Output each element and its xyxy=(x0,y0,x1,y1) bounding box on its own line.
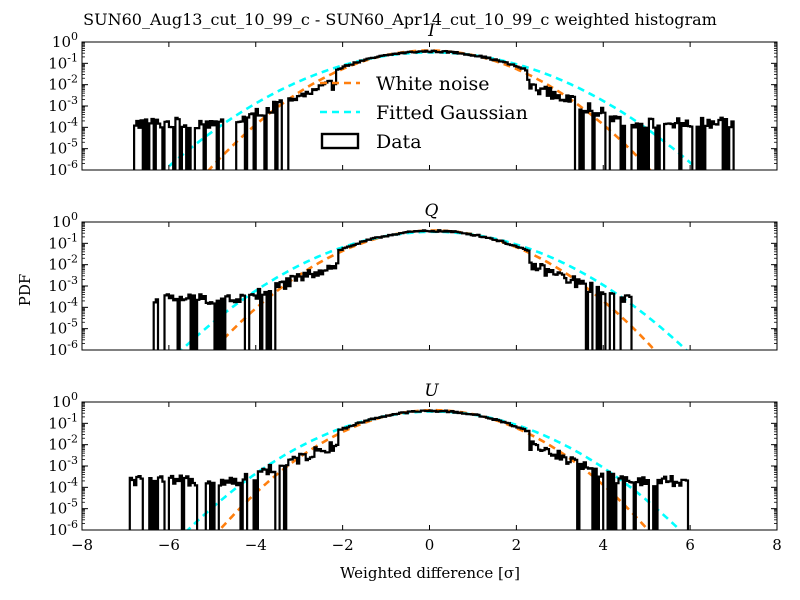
y-tick-label: 10-4 xyxy=(48,475,78,496)
plot-area xyxy=(133,49,735,170)
series-white-noise-line xyxy=(211,229,657,350)
y-tick-label: 10-6 xyxy=(48,338,78,359)
y-tick-label: 10-5 xyxy=(48,137,78,158)
legend-item-data: Data xyxy=(320,131,422,153)
x-tick-label: −8 xyxy=(71,536,93,554)
y-tick-label: 10-1 xyxy=(48,411,78,432)
axes-frame xyxy=(81,221,778,351)
x-tick-label: 0 xyxy=(425,536,435,554)
legend-item-fitted-gaussian: Fitted Gaussian xyxy=(320,102,528,124)
plot-area xyxy=(152,229,689,350)
y-tick-label: 10-4 xyxy=(48,295,78,316)
panel-title: U xyxy=(424,381,439,401)
x-tick-label: −2 xyxy=(332,536,354,554)
series-data-histogram xyxy=(133,49,735,170)
x-tick-label: 2 xyxy=(512,536,522,554)
series-data-histogram xyxy=(128,409,690,530)
plot-area xyxy=(128,408,690,530)
y-axis-label: PDF xyxy=(16,274,34,307)
legend-label: Fitted Gaussian xyxy=(376,102,528,124)
panel-title: Q xyxy=(425,201,439,221)
y-tick-label: 10-6 xyxy=(48,518,78,539)
y-tick-label: 100 xyxy=(52,30,78,51)
y-tick-label: 10-2 xyxy=(48,253,78,274)
panel-u: U −8 −6 −4 −2 0 2 4 6 8 10-610-510-410-310-210-110… xyxy=(48,381,782,554)
x-tick-label: 4 xyxy=(598,536,608,554)
y-tick-label: 10-5 xyxy=(48,317,78,338)
panel-title: I xyxy=(427,21,435,41)
x-tick-label: 8 xyxy=(772,536,782,554)
y-tick-label: 10-1 xyxy=(48,231,78,252)
x-tick-label: 6 xyxy=(685,536,695,554)
legend-label: White noise xyxy=(376,73,490,95)
figure-title: SUN60_Aug13_cut_10_99_c - SUN60_Apr14_cu… xyxy=(83,10,717,29)
y-tick-label: 10-6 xyxy=(48,158,78,179)
y-tick-label: 10-4 xyxy=(48,115,78,136)
y-tick-label: 10-5 xyxy=(48,497,78,518)
legend: White noise Fitted Gaussian Data xyxy=(320,73,528,153)
y-tick-label: 10-1 xyxy=(48,51,78,72)
x-tick-label: −4 xyxy=(245,536,267,554)
x-axis-label: Weighted difference [σ] xyxy=(340,564,520,582)
legend-item-white-noise: White noise xyxy=(320,73,490,95)
y-tick-label: 10-2 xyxy=(48,433,78,454)
legend-swatch xyxy=(320,132,360,150)
axes-frame xyxy=(81,401,778,531)
y-tick-label: 10-2 xyxy=(48,73,78,94)
y-tick-label: 100 xyxy=(52,390,78,411)
series-data-histogram xyxy=(152,229,633,350)
y-tick-label: 10-3 xyxy=(48,274,78,295)
legend-label: Data xyxy=(376,131,422,153)
y-tick-label: 10-3 xyxy=(48,454,78,475)
x-tick-label: −6 xyxy=(158,536,180,554)
y-tick-label: 100 xyxy=(52,210,78,231)
y-tick-label: 10-3 xyxy=(48,94,78,115)
